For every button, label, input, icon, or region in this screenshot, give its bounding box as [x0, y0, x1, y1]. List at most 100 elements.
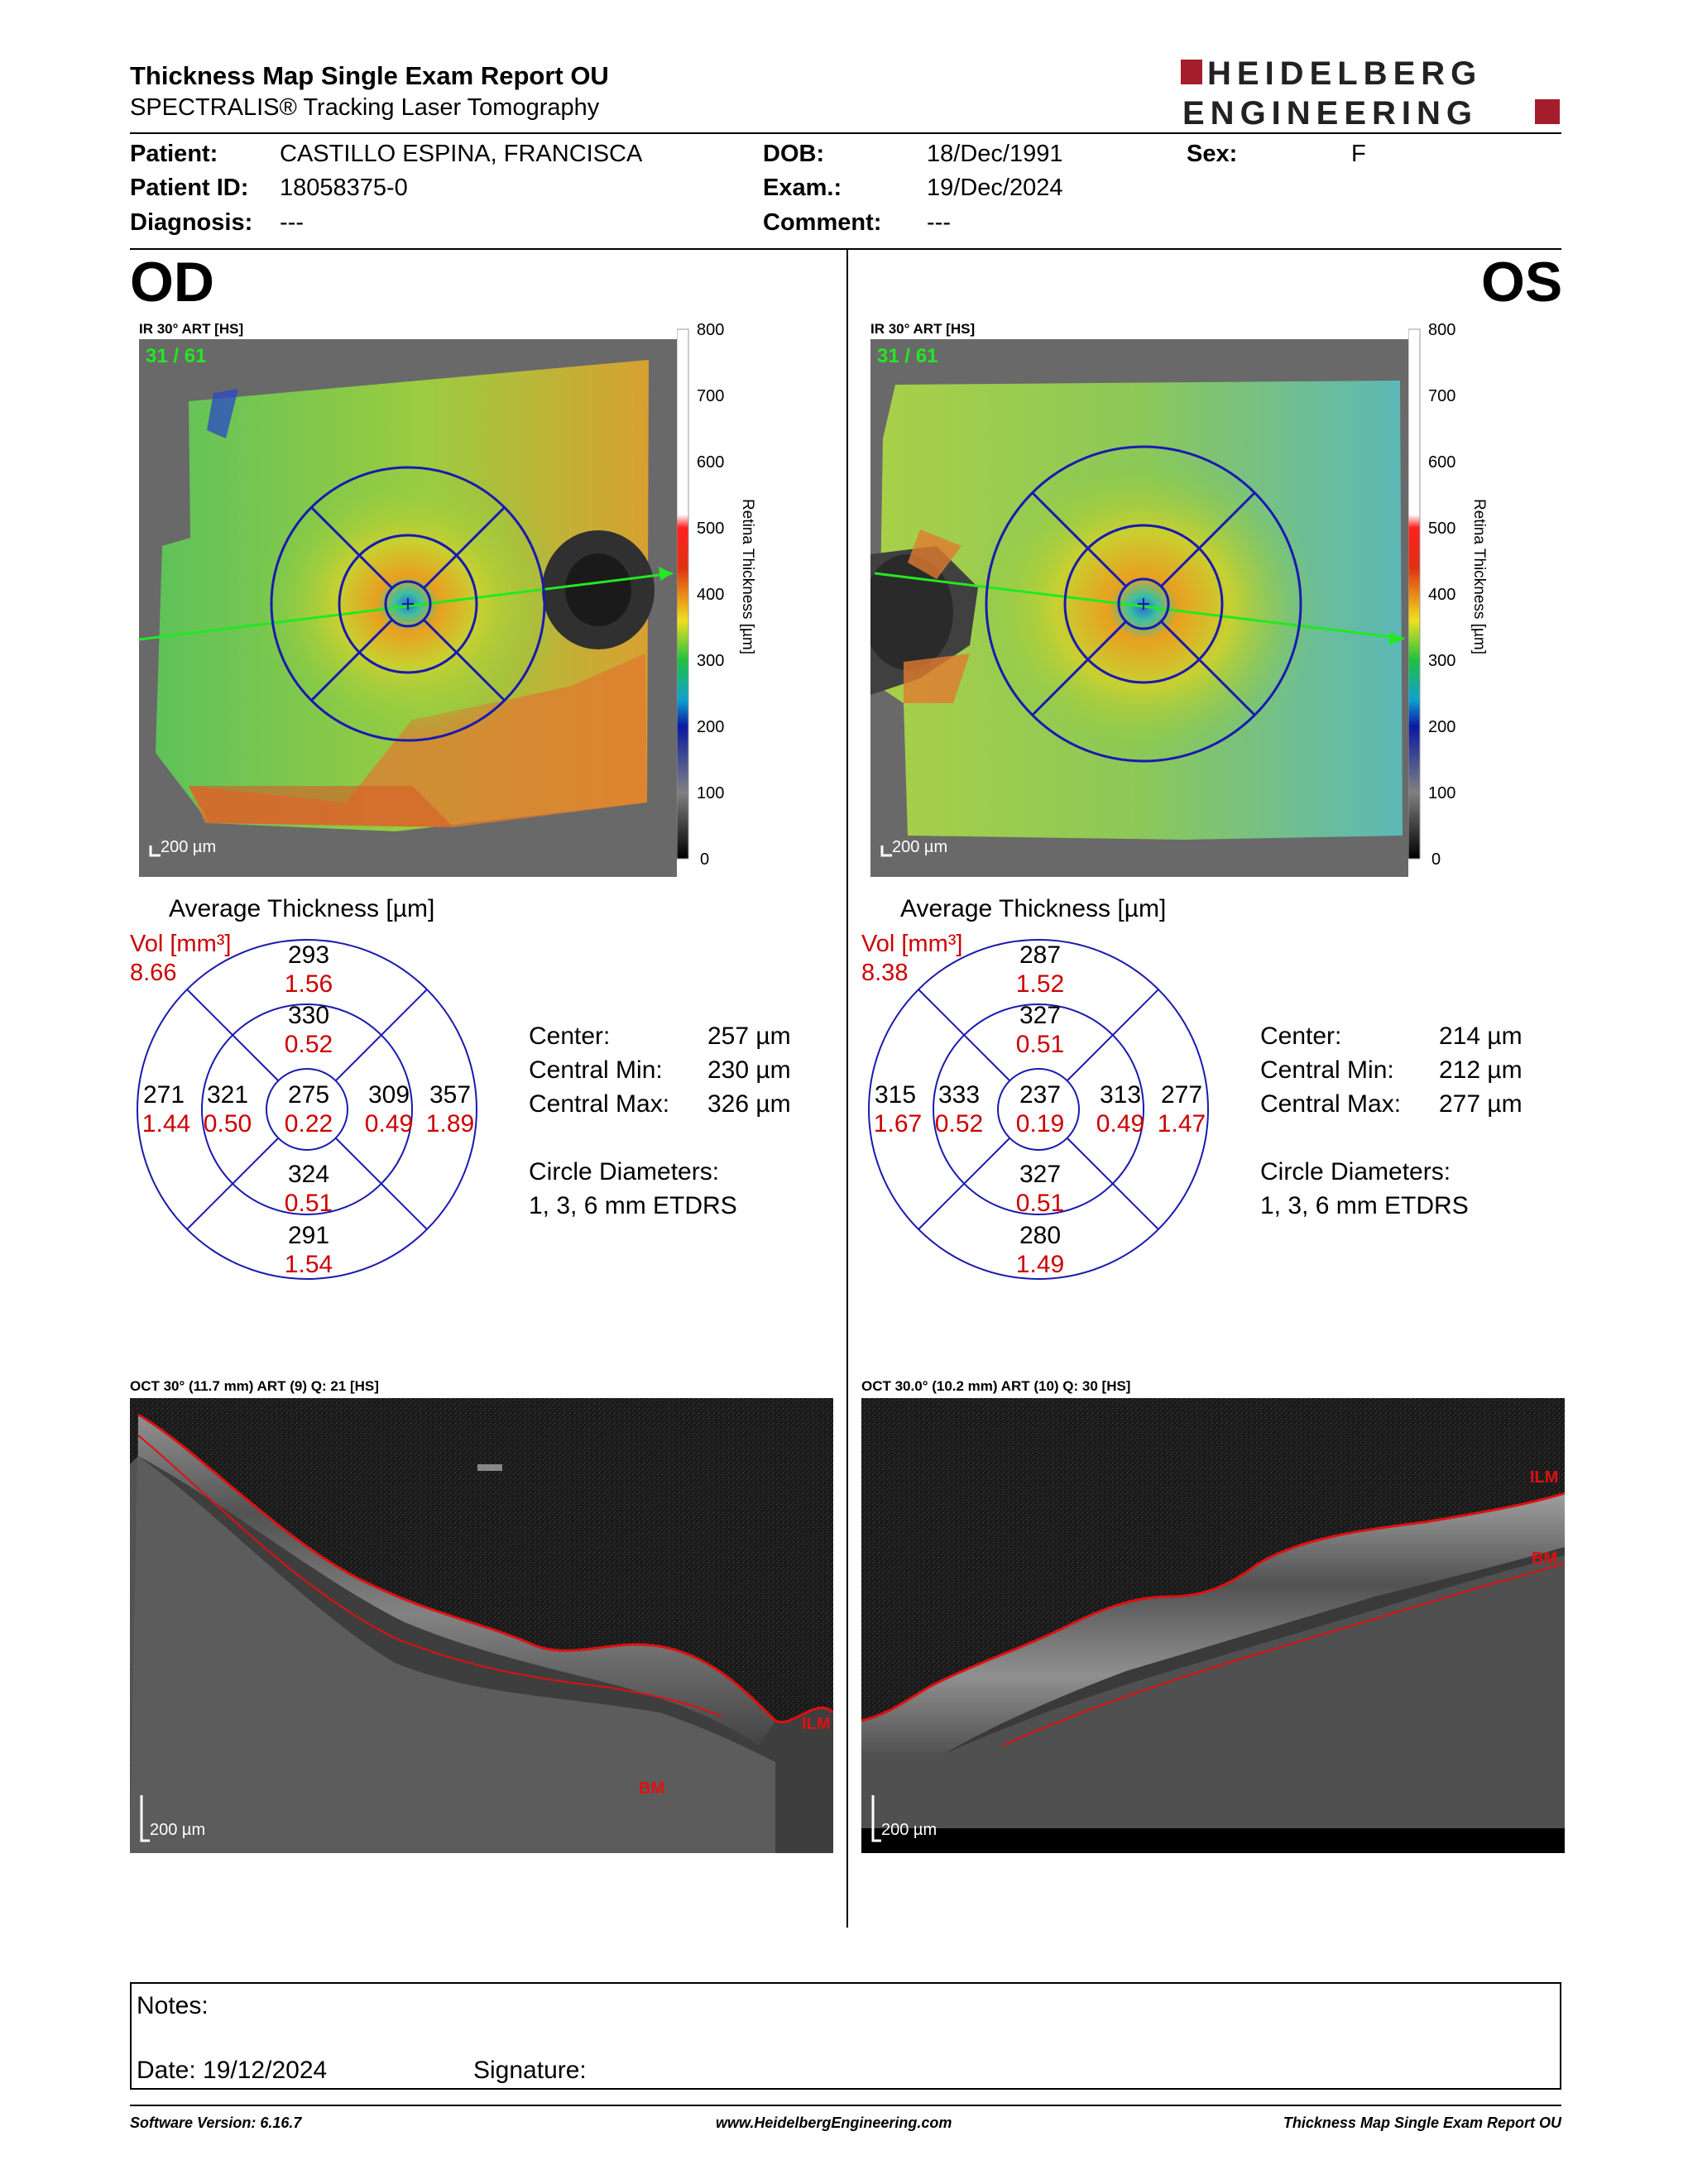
- os-oct-title: OCT 30.0° (10.2 mm) ART (10) Q: 30 [HS]: [861, 1378, 1131, 1394]
- od-outer-nasal-volume: 1.89: [426, 1110, 474, 1138]
- od-total-volume: 8.66: [130, 960, 177, 986]
- od-outer-inferior-thickness: 291: [288, 1222, 329, 1249]
- od-cbar-tick: 500: [697, 520, 724, 538]
- website-link[interactable]: www.HeidelbergEngineering.com: [716, 2115, 952, 2131]
- os-cbar-tick: 700: [1428, 387, 1455, 405]
- os-cbar-tick: 500: [1428, 520, 1455, 538]
- os-oct-scale: 200 µm: [881, 1821, 937, 1839]
- os-outer-inferior-thickness: 280: [1019, 1222, 1061, 1249]
- os-outer-temporal-thickness: 315: [875, 1081, 916, 1109]
- od-inner-nasal-volume: 0.49: [365, 1110, 413, 1138]
- os-inner-superior-thickness: 327: [1019, 1002, 1061, 1029]
- os-inner-superior-volume: 0.51: [1016, 1031, 1064, 1058]
- report-title: Thickness Map Single Exam Report OU: [130, 61, 609, 90]
- od-cbar-tick: 400: [697, 586, 724, 604]
- os-inner-nasal-thickness: 313: [1100, 1081, 1141, 1109]
- diagnosis-value: ---: [280, 209, 304, 236]
- os-central-min-value: 212 µm: [1439, 1056, 1523, 1084]
- od-cbar-tick: 800: [697, 321, 724, 339]
- od-circle-diameters-label: Circle Diameters:: [529, 1158, 720, 1185]
- od-cbar-tick: 0: [700, 850, 709, 869]
- os-inner-nasal-volume: 0.49: [1096, 1110, 1144, 1138]
- os-thickness-map: 31 / 61 200 µm: [870, 339, 1408, 877]
- od-center-volume: 0.22: [285, 1110, 333, 1138]
- header-divider: [130, 132, 1561, 134]
- od-cbar-label: Retina Thickness [µm]: [739, 499, 756, 654]
- od-bm-label: BM: [639, 1779, 664, 1798]
- patient-id: 18058375-0: [280, 175, 408, 201]
- os-map-title: IR 30° ART [HS]: [870, 321, 976, 337]
- od-thickness-map: 31 / 61 200 µm: [139, 339, 677, 877]
- os-cbar-tick: 300: [1428, 652, 1455, 670]
- od-vol-label: Vol [mm³]: [130, 931, 232, 957]
- od-central-min-label: Central Min:: [529, 1056, 663, 1084]
- os-outer-superior-thickness: 287: [1019, 941, 1061, 969]
- od-map-scale: 200 µm: [161, 838, 216, 856]
- os-inner-inferior-thickness: 327: [1019, 1161, 1061, 1188]
- comment-label: Comment:: [763, 209, 882, 236]
- patient-divider: [130, 248, 1561, 250]
- heidelberg-logo: HEIDELBERG ENGINEERING: [1181, 56, 1560, 131]
- report-subtitle: SPECTRALIS® Tracking Laser Tomography: [130, 94, 600, 121]
- od-inner-inferior-volume: 0.51: [285, 1190, 333, 1217]
- os-central-max-label: Central Max:: [1260, 1090, 1402, 1118]
- os-colorbar: 800 700 600 500 400 300 200 100 0 Retina…: [1408, 321, 1488, 869]
- os-inner-temporal-volume: 0.52: [935, 1110, 983, 1138]
- diagnosis-label: Diagnosis:: [130, 209, 253, 236]
- os-cbar-tick: 400: [1428, 586, 1455, 604]
- os-ilm-label: ILM: [1530, 1468, 1558, 1487]
- patient-label: Patient:: [130, 141, 218, 167]
- os-circle-diameters-label: Circle Diameters:: [1260, 1158, 1451, 1185]
- software-version: Software Version: 6.16.7: [130, 2115, 302, 2131]
- exam-label: Exam.:: [763, 175, 842, 201]
- od-central-max-value: 326 µm: [707, 1090, 791, 1118]
- od-outer-nasal-thickness: 357: [429, 1081, 471, 1109]
- eye-divider: [846, 250, 848, 1928]
- od-ilm-label: ILM: [802, 1715, 830, 1733]
- comment-value: ---: [927, 209, 951, 236]
- dob-value: 18/Dec/1991: [927, 141, 1063, 167]
- od-outer-inferior-volume: 1.54: [285, 1251, 333, 1278]
- os-outer-inferior-volume: 1.49: [1016, 1251, 1064, 1278]
- exam-value: 19/Dec/2024: [927, 175, 1063, 201]
- logo-line2: ENGINEERING: [1182, 95, 1478, 131]
- od-cbar-tick: 200: [697, 718, 724, 736]
- os-central-min-label: Central Min:: [1260, 1056, 1394, 1084]
- os-central-max-value: 277 µm: [1439, 1090, 1523, 1118]
- signature-label: Signature:: [473, 2057, 587, 2084]
- od-center-value: 257 µm: [707, 1023, 791, 1050]
- logo-line1: HEIDELBERG: [1207, 56, 1482, 92]
- os-cbar-tick: 600: [1428, 453, 1455, 472]
- os-inner-inferior-volume: 0.51: [1016, 1190, 1064, 1217]
- os-bm-label: BM: [1532, 1549, 1557, 1568]
- od-inner-temporal-volume: 0.50: [204, 1110, 252, 1138]
- footer-divider: [130, 2105, 1561, 2106]
- od-frame-count: 31 / 61: [146, 345, 206, 367]
- os-oct-scan: ILM BM 200 µm: [861, 1398, 1565, 1853]
- os-center-thickness: 237: [1019, 1081, 1061, 1109]
- date-label: Date: 19/12/2024: [137, 2057, 328, 2084]
- notes-label: Notes:: [137, 1992, 209, 2019]
- od-center-label: Center:: [529, 1023, 611, 1050]
- od-outer-superior-thickness: 293: [288, 941, 329, 969]
- os-cbar-tick: 200: [1428, 718, 1455, 736]
- os-cbar-label: Retina Thickness [µm]: [1470, 499, 1488, 654]
- od-cbar-tick: 700: [697, 387, 724, 405]
- sex-label: Sex:: [1187, 141, 1238, 167]
- od-colorbar: 800 700 600 500 400 300 200 100 0 Retina…: [677, 321, 756, 869]
- od-outer-temporal-thickness: 271: [143, 1081, 185, 1109]
- os-outer-temporal-volume: 1.67: [874, 1110, 922, 1138]
- od-oct-scan: ILM BM 200 µm: [130, 1398, 833, 1853]
- os-center-volume: 0.19: [1016, 1110, 1064, 1138]
- os-vol-label: Vol [mm³]: [861, 931, 963, 957]
- os-cbar-tick: 800: [1428, 321, 1455, 339]
- od-circle-diameters-value: 1, 3, 6 mm ETDRS: [529, 1192, 737, 1219]
- od-inner-superior-thickness: 330: [288, 1002, 329, 1029]
- od-cbar-tick: 100: [697, 784, 724, 802]
- os-label: OS: [1481, 251, 1563, 314]
- od-oct-title: OCT 30° (11.7 mm) ART (9) Q: 21 [HS]: [130, 1378, 379, 1394]
- od-inner-temporal-thickness: 321: [207, 1081, 248, 1109]
- os-inner-temporal-thickness: 333: [938, 1081, 980, 1109]
- os-cbar-tick: 100: [1428, 784, 1455, 802]
- notes-box[interactable]: Notes: Date: 19/12/2024 Signature:: [130, 1982, 1561, 2090]
